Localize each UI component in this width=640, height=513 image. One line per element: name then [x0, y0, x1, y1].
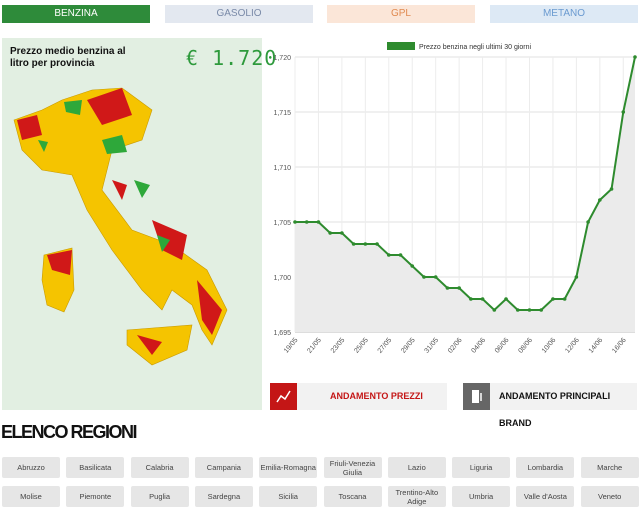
- point: [328, 231, 332, 235]
- point: [304, 220, 309, 224]
- point: [316, 220, 321, 224]
- region-button[interactable]: Abruzzo: [2, 457, 60, 478]
- map-title: Prezzo medio benzina al litro per provin…: [10, 46, 126, 69]
- line: [295, 56, 636, 312]
- legend-label: Prezzo benzina negli ultimi 30 giorni: [419, 44, 532, 51]
- region-button[interactable]: Valle d'Aosta: [516, 486, 575, 507]
- region-button[interactable]: Sicilia: [259, 486, 318, 507]
- button[interactable]: ANDAMENTO PREZZI: [270, 383, 447, 410]
- icon: [270, 383, 297, 410]
- x-tick-label: 23/05: [330, 337, 347, 355]
- point: [410, 264, 415, 268]
- point: [457, 286, 461, 290]
- x-tick-label: 04/06: [470, 337, 487, 355]
- region-button[interactable]: Liguria: [452, 457, 511, 478]
- point: [386, 253, 391, 257]
- region-button[interactable]: Molise: [2, 486, 60, 507]
- point: [433, 275, 438, 279]
- y-tick-label: 1,715: [273, 110, 291, 117]
- section-title: ELENCO REGIONI: [1, 422, 138, 442]
- point: [621, 110, 626, 114]
- point: [609, 187, 614, 191]
- point: [551, 297, 555, 301]
- x-tick-label: 10/06: [541, 337, 558, 355]
- y-tick-label: 1,695: [273, 330, 291, 337]
- region-button[interactable]: Veneto: [580, 486, 639, 507]
- peninsula: [13, 87, 228, 346]
- price: € 1.720: [186, 46, 278, 70]
- point: [293, 220, 297, 224]
- point: [340, 231, 344, 235]
- x-tick-label: 08/06: [517, 337, 534, 355]
- tab[interactable]: GASOLIO: [165, 5, 313, 23]
- y-tick-label: 1,720: [273, 55, 291, 62]
- x-tick-label: 16/06: [611, 337, 628, 355]
- point: [375, 242, 379, 246]
- x-tick-label: 29/05: [400, 337, 417, 355]
- region-button[interactable]: Toscana: [323, 486, 382, 507]
- icon: [463, 383, 490, 410]
- point: [598, 198, 602, 202]
- x-tick-label: 12/06: [564, 337, 581, 355]
- x-tick-label: 31/05: [424, 337, 441, 355]
- region-button[interactable]: Emilia-Romagna: [259, 457, 318, 478]
- x-tick-label: 27/05: [377, 337, 394, 355]
- x-tick-label: 06/06: [494, 337, 511, 355]
- x-tick-label: 19/05: [283, 337, 300, 355]
- region-button[interactable]: Puglia: [130, 486, 189, 507]
- point: [515, 308, 520, 312]
- y-tick-label: 1,705: [273, 220, 291, 227]
- point: [398, 253, 403, 257]
- point: [504, 297, 508, 301]
- point: [527, 308, 532, 312]
- map: [13, 87, 228, 366]
- point: [480, 297, 485, 301]
- button-label: ANDAMENTO PREZZI: [330, 391, 423, 401]
- y-tick-label: 1,710: [273, 165, 291, 172]
- point: [351, 242, 356, 246]
- point: [539, 308, 544, 312]
- region-button[interactable]: Marche: [580, 457, 639, 478]
- tab[interactable]: METANO: [490, 5, 638, 23]
- point: [445, 286, 450, 290]
- x-tick-label: 25/05: [353, 337, 370, 355]
- region-button[interactable]: Piemonte: [66, 486, 125, 507]
- button[interactable]: ANDAMENTO PRINCIPALI BRAND: [463, 383, 637, 428]
- region-button[interactable]: Lazio: [387, 457, 446, 478]
- region-button[interactable]: Calabria: [130, 457, 189, 478]
- point: [586, 220, 590, 224]
- button-label: ANDAMENTO PRINCIPALI BRAND: [499, 391, 611, 428]
- point: [422, 275, 426, 279]
- region-button[interactable]: Campania: [194, 457, 253, 478]
- x-tick-label: 14/06: [588, 337, 605, 355]
- tab[interactable]: BENZINA: [2, 5, 150, 23]
- x-tick-label: 02/06: [447, 337, 464, 355]
- region-button[interactable]: Sardegna: [194, 486, 253, 507]
- point: [633, 55, 637, 59]
- point: [574, 275, 579, 279]
- y-tick-label: 1,700: [273, 275, 291, 282]
- x-tick-label: 21/05: [306, 337, 323, 355]
- point: [562, 297, 567, 301]
- tab[interactable]: GPL: [327, 5, 475, 23]
- point: [363, 242, 368, 246]
- point: [492, 308, 497, 312]
- region-button[interactable]: Trentino-Alto Adige: [387, 486, 446, 507]
- area: [295, 57, 635, 332]
- legend-swatch: [387, 42, 415, 50]
- region-button[interactable]: Lombardia: [516, 457, 575, 478]
- region-button[interactable]: Friuli-Venezia Giulia: [323, 457, 382, 478]
- region-button[interactable]: Umbria: [452, 486, 511, 507]
- point: [469, 297, 473, 301]
- region-button[interactable]: Basilicata: [66, 457, 125, 478]
- chart: 1,695 1,700 1,705 1,710 1,715 1,720 19/05 21/05…: [273, 42, 637, 355]
